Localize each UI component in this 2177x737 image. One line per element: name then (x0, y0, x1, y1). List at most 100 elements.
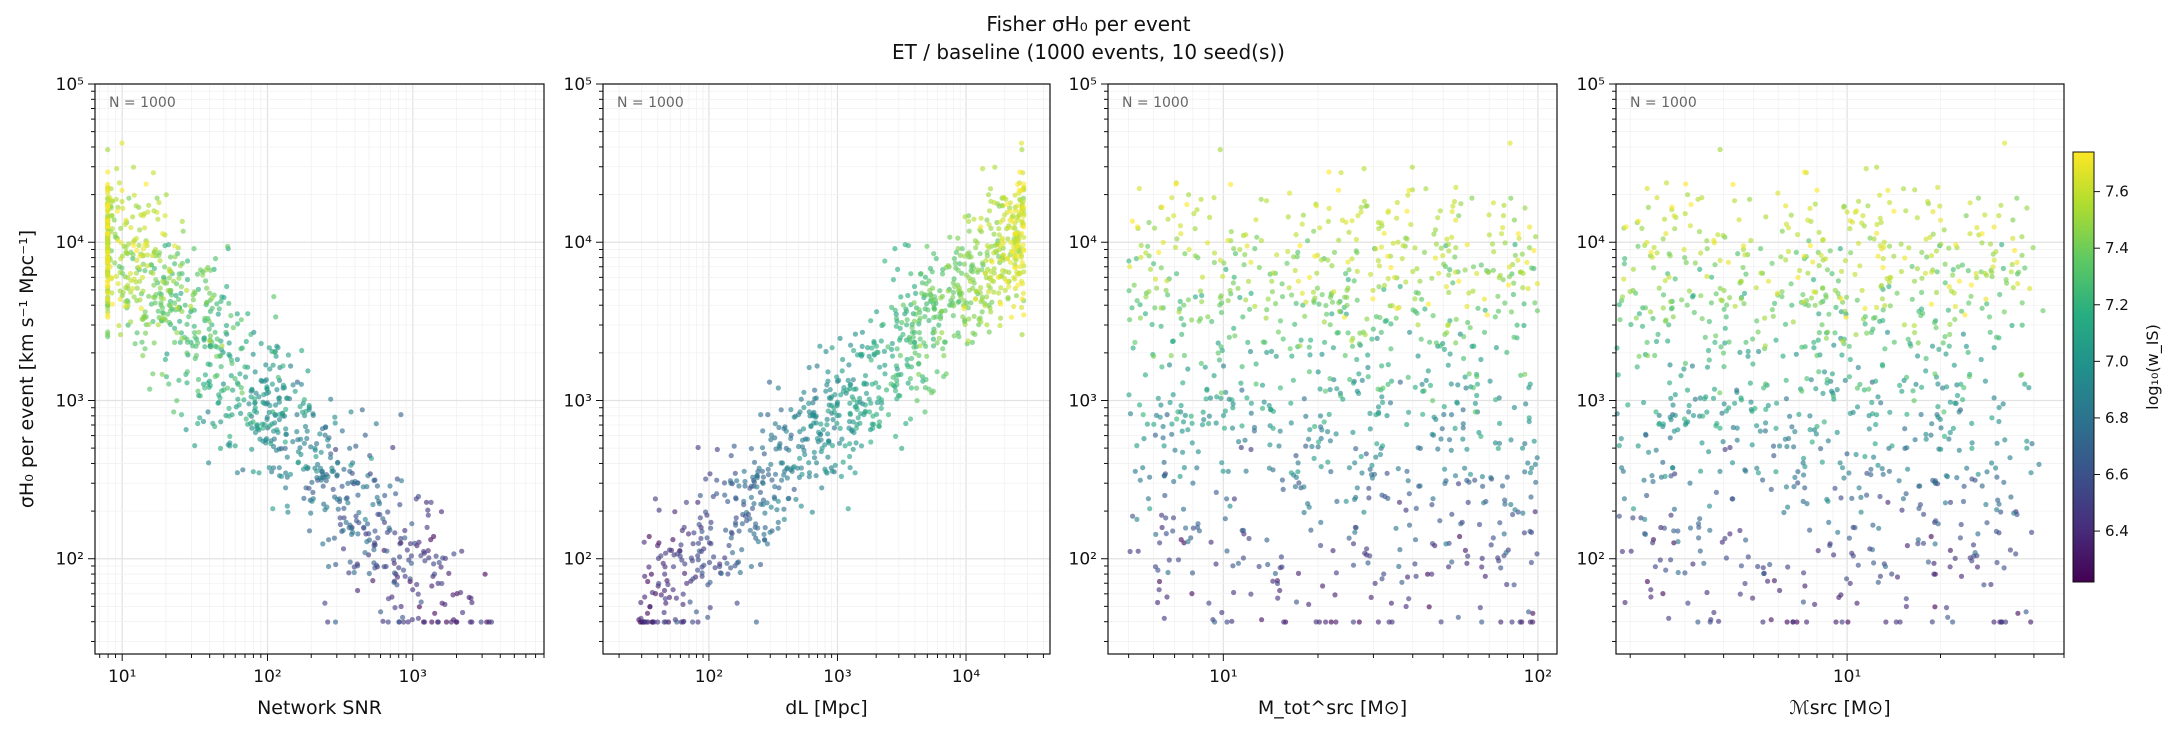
data-point (1736, 217, 1742, 223)
data-point (1754, 465, 1760, 471)
data-point (1019, 218, 1025, 224)
data-point (900, 331, 906, 337)
data-point (868, 439, 874, 445)
data-point (177, 318, 183, 324)
data-point (1889, 443, 1895, 449)
data-point (1313, 619, 1319, 625)
data-point (290, 439, 296, 445)
data-point (666, 594, 673, 601)
data-point (1441, 346, 1447, 352)
data-point (751, 531, 757, 537)
data-point (1701, 560, 1707, 566)
data-point (1520, 285, 1526, 291)
data-point (1696, 535, 1702, 541)
data-point (373, 421, 379, 427)
data-point (663, 550, 669, 556)
data-point (1650, 540, 1656, 546)
data-point (818, 421, 824, 427)
data-point (160, 231, 166, 237)
data-point (789, 468, 795, 474)
data-point (134, 330, 140, 336)
data-point (1897, 382, 1903, 388)
data-point (1618, 436, 1624, 442)
data-point (360, 484, 366, 490)
data-point (299, 347, 305, 354)
data-point (723, 527, 729, 533)
data-point (876, 419, 883, 425)
data-point (1614, 411, 1620, 417)
data-point (1958, 521, 1964, 528)
data-point (139, 339, 145, 345)
data-point (1270, 578, 1276, 584)
data-point (1180, 449, 1186, 455)
data-point (1726, 339, 1732, 345)
data-point (1182, 412, 1188, 418)
data-point (412, 540, 418, 546)
data-point (888, 381, 894, 387)
data-point (1450, 280, 1456, 286)
data-point (1215, 350, 1221, 356)
data-point (1793, 351, 1799, 357)
data-point (202, 385, 208, 391)
data-point (1247, 348, 1254, 355)
data-point (1671, 506, 1677, 512)
data-point (1838, 495, 1844, 501)
data-point (1979, 305, 1985, 311)
data-point (1213, 561, 1219, 567)
data-point (999, 202, 1005, 208)
data-point (1508, 309, 1515, 315)
data-point (1279, 477, 1285, 483)
data-point (1930, 231, 1936, 237)
data-point (1635, 218, 1641, 224)
data-point (1984, 520, 1990, 526)
data-point (1777, 587, 1783, 594)
data-point (1783, 377, 1789, 383)
data-point (1367, 410, 1373, 416)
data-point (799, 471, 805, 477)
data-point (355, 531, 361, 537)
data-point (250, 469, 256, 475)
data-point (838, 473, 845, 479)
data-point (1667, 414, 1673, 420)
data-point (1020, 290, 1026, 296)
data-point (739, 547, 745, 553)
data-point (1285, 248, 1291, 255)
data-point (1341, 314, 1347, 320)
data-point (1252, 303, 1258, 309)
data-point (1495, 293, 1501, 299)
data-point (158, 300, 164, 306)
data-point (1981, 582, 1987, 588)
data-point (1690, 561, 1696, 567)
data-point (345, 500, 351, 506)
data-point (1923, 431, 1929, 437)
data-point (1846, 374, 1852, 380)
data-point (661, 587, 668, 594)
data-point (1152, 225, 1158, 231)
data-point (1372, 580, 1378, 587)
data-point (1380, 385, 1386, 391)
data-point (1506, 274, 1513, 280)
data-point (909, 329, 916, 335)
data-point (810, 400, 816, 406)
data-point (400, 614, 406, 620)
data-point (1227, 503, 1233, 509)
data-point (1354, 268, 1360, 274)
data-point (1854, 600, 1860, 606)
data-point (337, 521, 343, 528)
x-axis-label: M_tot^src [M⊙] (1258, 697, 1407, 719)
data-point (998, 243, 1004, 249)
data-point (1974, 275, 1980, 281)
data-point (217, 445, 224, 451)
data-point (1364, 203, 1370, 209)
y-tick-label: 10³ (564, 391, 592, 411)
y-tick-label: 10³ (56, 391, 84, 411)
data-point (387, 483, 393, 489)
data-point (1619, 465, 1625, 471)
data-point (931, 329, 938, 335)
data-point (1816, 369, 1822, 375)
data-point (172, 300, 178, 306)
data-point (310, 411, 316, 417)
data-point (256, 470, 262, 476)
data-point (1894, 290, 1900, 296)
data-point (223, 322, 230, 329)
